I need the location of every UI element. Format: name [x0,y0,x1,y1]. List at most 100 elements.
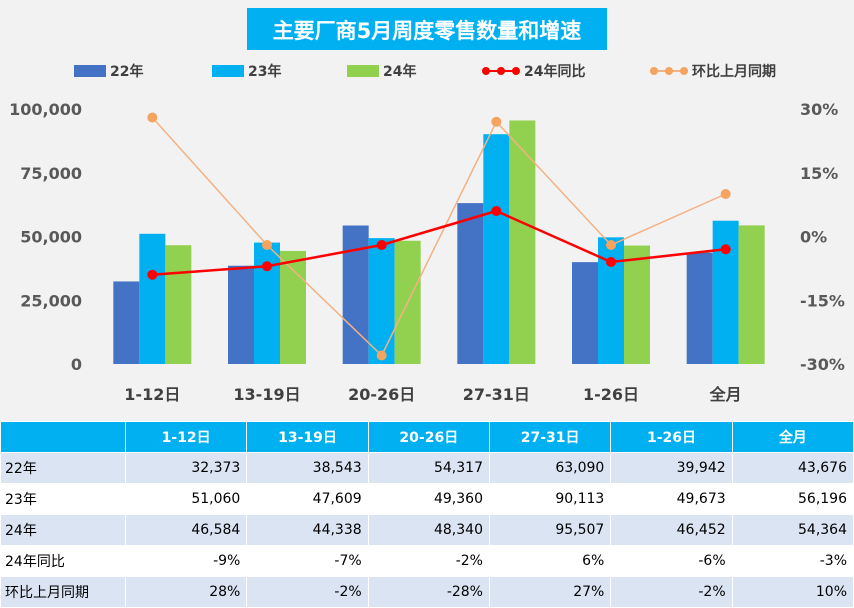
bar [686,252,713,364]
table-cell: -2% [367,545,490,577]
table-cell: 49,673 [610,483,733,515]
yoy-line [152,209,726,276]
table-cell: 32,373 [124,452,248,484]
table-row-label: 环比上月同期 [0,576,126,608]
data-table: 1-12日 13-19日 20-26日 27-31日 1-26日 全月 22年 32,373… [0,421,854,608]
table-cell: 56,196 [731,483,854,515]
yoy-point [491,206,502,216]
x-tick-label: 1-12日 [124,385,180,404]
table-cell: 46,584 [124,514,248,546]
bar [165,245,192,364]
mom-point [491,116,502,127]
chart-area: 主要厂商5月周度零售数量和增速 22年 23年 24年 24年同比 环比上月同期 0 25,0… [9,8,845,404]
chart-title-box [247,8,607,50]
legend-marker [497,67,505,75]
legend-marker [512,67,520,75]
legend-label: 环比上月同期 [692,63,776,80]
y-left-tick-label: 75,000 [20,164,82,183]
table-row-label: 23年 [0,483,126,515]
legend-swatch [212,65,244,77]
table-cell: 43,676 [731,452,854,484]
table-cell: -7% [246,545,369,577]
table-header-cell: 1-26日 [610,421,733,453]
table-cell: -6% [610,545,733,577]
bar [139,233,166,364]
y-right-tick-label: 15% [800,164,838,183]
bar [738,225,765,364]
x-tick-label: 13-19日 [233,385,300,404]
table-row-label: 22年 [0,452,126,484]
legend-swatch [74,65,106,77]
x-tick-label: 1-26日 [583,385,639,404]
y-right-tick-label: -15% [800,291,845,310]
x-tick-label: 20-26日 [348,385,415,404]
table-header-row: 1-12日 13-19日 20-26日 27-31日 1-26日 全月 [0,421,854,453]
table-header-cell: 全月 [731,421,854,453]
table-cell: 90,113 [488,483,612,515]
table-header-cell: 1-12日 [124,421,248,453]
table-row: 环比上月同期 28% -2% -28% 27% -2% 10% [0,576,854,608]
x-tick-label: 全月 [709,385,742,404]
table-cell: -3% [731,545,854,577]
bar [598,237,624,364]
y-left-tick-label: 50,000 [20,228,82,247]
legend-marker [665,67,673,75]
mom-point [262,240,272,250]
bar [483,134,510,364]
table-cell: 46,452 [610,514,733,546]
mom-line [151,116,726,357]
legend-label: 23年 [248,63,281,80]
bar [457,203,484,364]
y-right-tick-label: 0% [800,228,827,247]
table-cell: -9% [124,545,248,577]
table-header-cell: 20-26日 [367,421,490,453]
bar [342,225,369,364]
table-cell: 6% [488,545,612,577]
table-cell: 54,364 [731,514,854,546]
table-cell: 63,090 [488,452,612,484]
table-cell: 10% [731,576,854,608]
mom-point [147,112,158,123]
legend-marker [482,67,490,75]
table-cell: -2% [246,576,369,608]
mom-point [720,189,731,199]
table-row: 22年 32,373 38,543 54,317 63,090 39,942 43,676 [0,452,854,484]
yoy-point [606,257,616,267]
table-cell: 95,507 [488,514,612,546]
table-cell: -28% [367,576,490,608]
bar [368,238,395,364]
table-cell: 38,543 [246,452,369,484]
table-row-label: 24年同比 [0,545,126,577]
table-cell: 47,609 [246,483,369,515]
table-cell: 39,942 [610,452,733,484]
yoy-point [147,269,158,280]
bar [712,220,739,364]
legend-label: 24年同比 [524,63,585,80]
mom-point [606,240,616,250]
table-body: 22年 32,373 38,543 54,317 63,090 39,942 43,676 2… [0,452,854,608]
legend-swatch [347,65,379,77]
legend-label: 22年 [110,63,143,80]
chart-svg: 主要厂商5月周度零售数量和增速 22年 23年 24年 24年同比 环比上月同期 0 25,0… [9,8,845,404]
bar [624,245,650,364]
yoy-point [376,240,387,250]
bar [113,281,140,364]
bar [254,242,280,364]
table-cell: -2% [610,576,733,608]
bar [280,250,306,364]
table-row: 23年 51,060 47,609 49,360 90,113 49,673 56,196 [0,483,854,515]
table-cell: 51,060 [124,483,248,515]
bar [572,262,598,364]
yoy-point [720,244,731,255]
legend-label: 24年 [383,63,416,80]
bar [509,120,536,364]
x-tick-label: 27-31日 [463,385,530,404]
legend-marker [650,67,658,75]
y-left-tick-label: 25,000 [20,291,82,310]
y-right-tick-label: 30% [800,100,838,119]
yoy-point [262,261,272,272]
table-row: 24年同比 -9% -7% -2% 6% -6% -3% [0,545,854,577]
table-cell: 49,360 [367,483,490,515]
legend-marker [680,67,688,75]
table-cell: 54,317 [367,452,490,484]
